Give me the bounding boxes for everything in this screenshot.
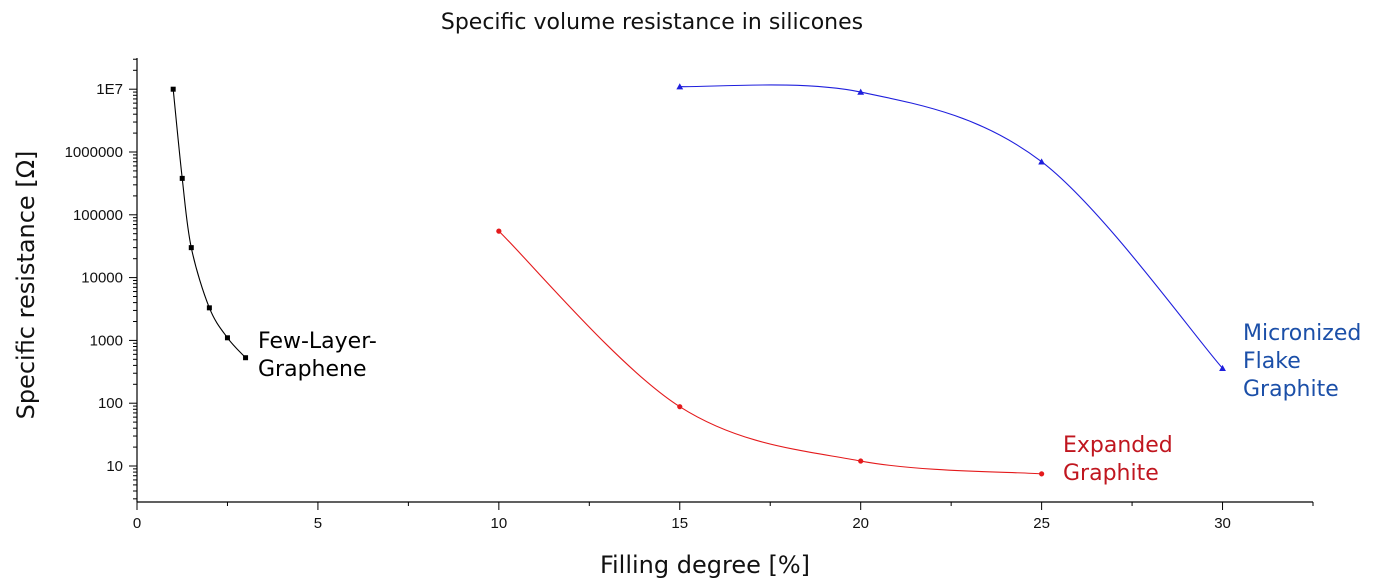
series-label: Micronized Flake Graphite [1243,321,1361,402]
ticks: 0 5 10 15 20 25 30 10 100 1000 10000 100000 1000000 1… [65,58,1314,532]
series-label-line: Graphite [1243,377,1339,402]
series-label: Few-Layer- Graphene [258,329,377,382]
y-tick-label: 100 [98,395,123,412]
series-label-line: Flake [1243,349,1301,374]
x-tick-label: 20 [852,515,869,532]
x-tick-label: 30 [1214,515,1231,532]
series-label-line: Micronized [1243,321,1361,346]
fitted-curves [172,84,1223,475]
data-point-circle [496,228,502,234]
chart-title: Specific volume resistance in silicones [441,10,863,35]
data-point-triangle [676,83,684,90]
data-point-square [224,335,230,341]
data-point-square [206,305,212,311]
x-tick-label: 0 [133,515,141,532]
y-tick-label: 10000 [81,270,123,287]
data-point-triangle [1038,158,1046,165]
series-label-line: Few-Layer- [258,329,377,354]
y-tick-label: 100000 [73,207,123,224]
data-point-square [243,355,249,361]
x-tick-label: 15 [671,515,688,532]
data-point-circle [1039,471,1045,477]
data-point-circle [677,404,683,410]
data-point-square [179,175,185,181]
data-point-triangle [857,88,865,95]
data-point-triangle [1219,364,1226,371]
y-axis-label: Specific resistance [Ω] [12,151,40,420]
data-point-circle [858,458,864,464]
x-tick-label: 25 [1033,515,1050,532]
fit-curve [172,89,246,359]
x-tick-label: 10 [491,515,508,532]
y-tick-label: 1000 [90,332,123,349]
fit-curve [679,84,1223,369]
series-label-line: Graphene [258,357,367,382]
y-tick-label: 1000000 [65,144,123,161]
fit-curve [498,230,1042,475]
series-label-line: Expanded [1063,433,1173,458]
data-point-square [188,245,194,251]
x-axis-label: Filling degree [%] [600,551,810,579]
series-label: Expanded Graphite [1063,433,1173,486]
series-label-line: Graphite [1063,461,1159,486]
y-tick-label: 10 [106,458,123,475]
data-points [170,83,1226,477]
data-point-square [170,86,176,92]
y-tick-label: 1E7 [96,81,123,98]
x-tick-label: 5 [314,515,322,532]
